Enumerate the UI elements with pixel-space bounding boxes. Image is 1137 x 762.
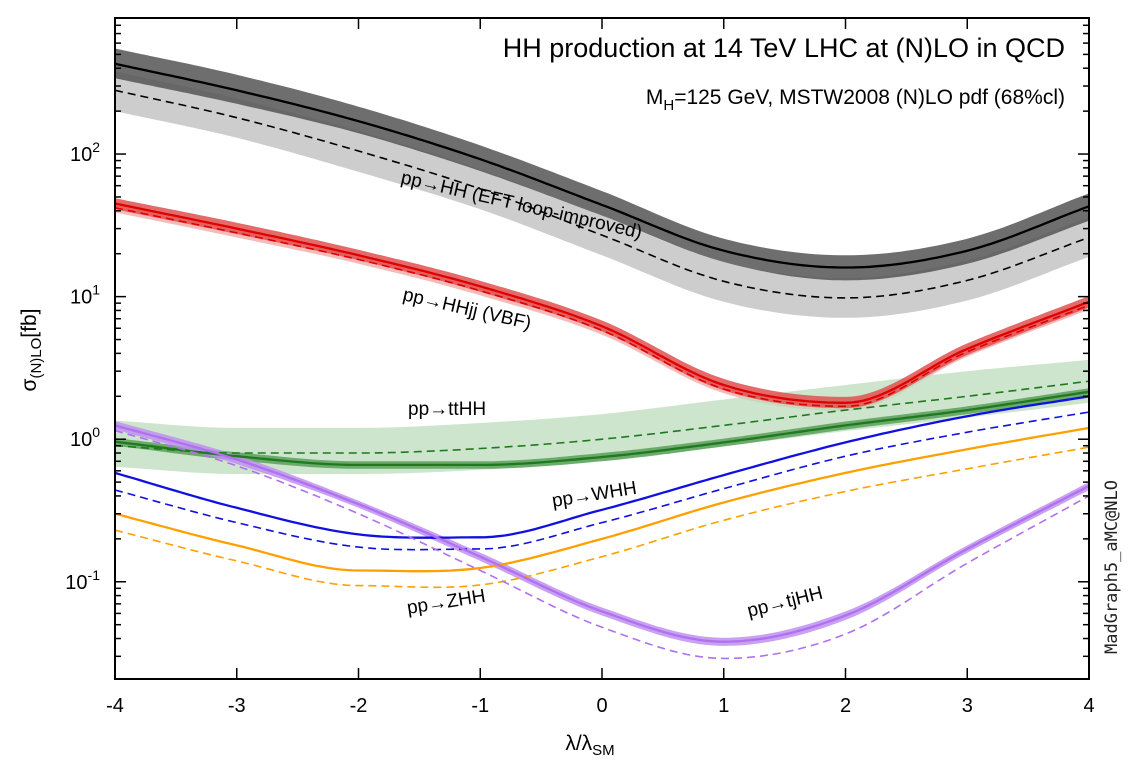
curve-lo-tthh	[115, 380, 1089, 454]
axis-ticks	[114, 17, 1090, 679]
y-tick-label: 100	[70, 424, 100, 451]
curve-lo-zhh	[115, 446, 1089, 589]
x-axis-label: λ/λSM	[565, 732, 614, 759]
x-tick-label: 2	[840, 695, 851, 717]
x-tick-label: -2	[350, 695, 368, 717]
x-tick-label: 1	[718, 695, 729, 717]
x-tick-label: -1	[471, 695, 489, 717]
curve-lo-whh	[115, 411, 1089, 551]
chart-title: HH production at 14 TeV LHC at (N)LO in …	[503, 33, 1065, 63]
x-tick-label: 3	[962, 695, 973, 717]
curve-nlo-zhh	[115, 426, 1089, 573]
x-tick-label: 4	[1083, 695, 1094, 717]
chart-subtitle: MH=125 GeV, MSTW2008 (N)LO pdf (68%cl)	[646, 86, 1065, 114]
curve-lo-vbf	[115, 207, 1089, 408]
band-lo-tthh	[115, 359, 1089, 474]
y-tick-labels: 10-1 100 101 102	[65, 139, 100, 594]
x-tick-label: 0	[596, 695, 607, 717]
y-tick-label: 10-1	[65, 567, 100, 594]
band-nlo-vbf	[115, 198, 1089, 409]
curve-lo-hh	[115, 89, 1089, 299]
y-axis-label: σ(N)LO[fb]	[18, 309, 45, 392]
x-tick-labels: -4 -3 -2 -1 0 1 2 3 4	[106, 695, 1094, 717]
curve-nlo-whh	[115, 395, 1089, 539]
watermark: MadGraph5_aMC@NLO	[1102, 480, 1122, 654]
y-tick-label: 101	[70, 282, 100, 309]
curve-lo-tjhh	[115, 429, 1089, 660]
series-label-tthh: pp→ttHH	[408, 399, 486, 420]
curve-nlo-tjhh	[115, 424, 1089, 643]
curve-nlo-vbf	[115, 202, 1089, 404]
x-tick-label: -3	[228, 695, 246, 717]
y-tick-label: 102	[70, 139, 100, 166]
band-nlo-hh	[115, 48, 1089, 281]
curve-nlo-tthh	[115, 390, 1089, 467]
x-tick-label: -4	[106, 695, 124, 717]
series-curves	[115, 62, 1089, 660]
curve-nlo-hh	[115, 62, 1089, 269]
